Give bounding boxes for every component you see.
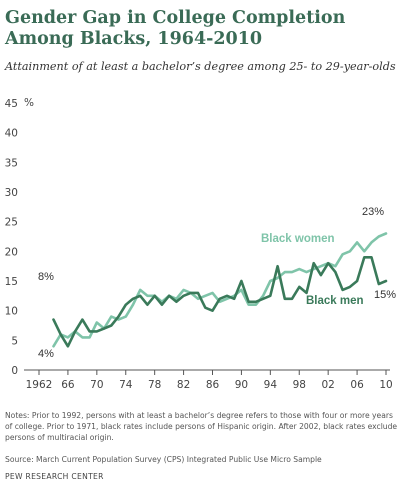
- y-tick-label: 40: [5, 128, 18, 140]
- y-tick-label: 30: [5, 187, 18, 199]
- organization-credit: PEW RESEARCH CENTER: [5, 472, 104, 481]
- series-label-black-women: Black women: [261, 233, 335, 245]
- x-tick-label: 98: [293, 379, 306, 391]
- x-tick-label: 82: [177, 379, 190, 391]
- chart-title: Gender Gap in College Completion Among B…: [5, 8, 346, 49]
- line-chart: 0 5 10 15 20 25 30 35 40 45 % 1962 66 70 74 78 82 86 90 9…: [5, 97, 397, 391]
- x-tick-label: 1962: [26, 379, 53, 391]
- y-tick-label: 0: [11, 365, 18, 377]
- y-tick-label: 45: [5, 98, 18, 110]
- series-lines: [52, 232, 388, 348]
- series-label-black-men: Black men: [306, 295, 364, 307]
- y-tick-label: 5: [11, 335, 18, 347]
- y-unit-label: %: [24, 97, 34, 109]
- x-axis: 1962 66 70 74 78 82 86 90 94 98 02 06 10: [26, 370, 393, 391]
- x-tick-label: 10: [379, 379, 392, 391]
- chart-source: Source: March Current Population Survey …: [5, 455, 322, 464]
- x-tick-label: 66: [61, 379, 75, 391]
- y-tick-label: 10: [5, 306, 18, 318]
- chart-subtitle: Attainment of at least a bachelor’s degr…: [5, 60, 396, 73]
- x-tick-label: 74: [119, 379, 133, 391]
- y-tick-label: 25: [5, 217, 18, 229]
- x-tick-label: 94: [264, 379, 278, 391]
- x-tick-label: 06: [350, 379, 364, 391]
- x-tick-label: 86: [206, 379, 220, 391]
- x-tick-label: 02: [321, 379, 334, 391]
- women-start-label: 4%: [38, 348, 54, 360]
- men-end-label: 15%: [374, 289, 396, 301]
- chart-notes: Notes: Prior to 1992, persons with at le…: [5, 411, 398, 442]
- y-tick-label: 20: [5, 246, 18, 258]
- x-tick-label: 70: [90, 379, 103, 391]
- y-axis: 0 5 10 15 20 25 30 35 40 45: [5, 98, 18, 377]
- y-tick-label: 15: [5, 276, 18, 288]
- x-tick-label: 90: [235, 379, 248, 391]
- series-line-black-men: [52, 255, 388, 348]
- men-start-label: 8%: [38, 271, 54, 283]
- x-tick-label: 78: [148, 379, 161, 391]
- women-end-label: 23%: [362, 206, 384, 218]
- y-tick-label: 35: [5, 157, 18, 169]
